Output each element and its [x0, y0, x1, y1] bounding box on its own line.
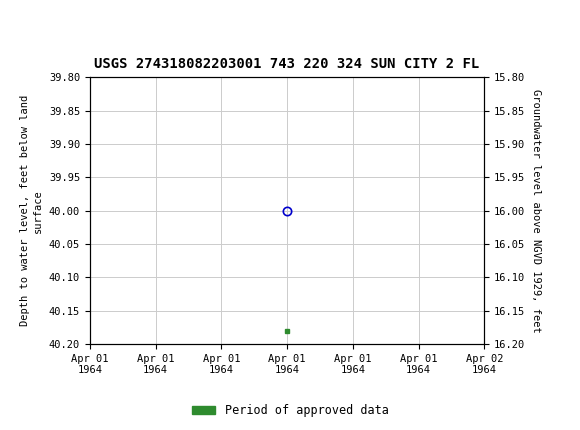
Title: USGS 274318082203001 743 220 324 SUN CITY 2 FL: USGS 274318082203001 743 220 324 SUN CIT…	[95, 57, 480, 71]
Y-axis label: Groundwater level above NGVD 1929, feet: Groundwater level above NGVD 1929, feet	[531, 89, 541, 332]
Legend: Period of approved data: Period of approved data	[187, 399, 393, 422]
Text: ▒USGS: ▒USGS	[14, 10, 69, 31]
Y-axis label: Depth to water level, feet below land
surface: Depth to water level, feet below land su…	[20, 95, 44, 326]
